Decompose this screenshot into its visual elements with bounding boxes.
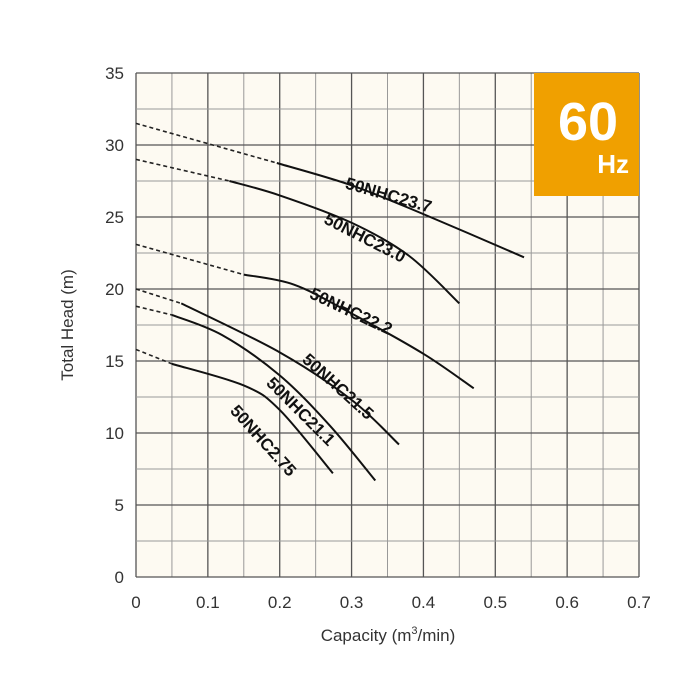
y-tick-label: 15 — [105, 352, 124, 371]
curve-line — [229, 180, 461, 305]
x-tick-label: 0.6 — [555, 593, 579, 612]
y-tick-label: 20 — [105, 280, 124, 299]
x-tick-label: 0 — [131, 593, 140, 612]
badge-value: 60 — [558, 92, 618, 152]
curve-line — [243, 273, 475, 390]
y-tick-label: 30 — [105, 136, 124, 155]
x-tick-label: 0.5 — [483, 593, 507, 612]
badge-background — [534, 73, 639, 196]
y-tick-label: 0 — [115, 568, 124, 587]
x-tick-label: 0.3 — [340, 593, 364, 612]
x-tick-label: 0.7 — [627, 593, 651, 612]
x-tick-label: 0.1 — [196, 593, 220, 612]
x-tick-label: 0.2 — [268, 593, 292, 612]
curve-extrapolated-dashed — [135, 122, 278, 164]
curve-line — [180, 302, 400, 446]
curve-line — [171, 362, 334, 474]
badge-unit: Hz — [597, 149, 629, 179]
tick-labels: 0 0.1 0.2 0.3 0.4 0.5 0.6 0.7 0 5 10 15 20 25 30 35 — [105, 64, 651, 612]
y-tick-label: 25 — [105, 208, 124, 227]
y-tick-label: 35 — [105, 64, 124, 83]
x-tick-label: 0.4 — [412, 593, 436, 612]
curve-extrapolated-dashed — [135, 348, 173, 365]
grid — [135, 72, 640, 578]
y-axis-label: Total Head (m) — [58, 269, 77, 380]
curve-line — [276, 162, 525, 259]
y-tick-label: 10 — [105, 424, 124, 443]
curve-extrapolated-dashed — [135, 243, 245, 276]
curve-extrapolated-dashed — [135, 305, 173, 316]
curve-extrapolated-dashed — [135, 288, 182, 305]
y-tick-label: 5 — [115, 496, 124, 515]
x-axis-label: Capacity (m3/min) — [321, 625, 456, 645]
frequency-badge: 60 Hz — [534, 73, 639, 196]
curve-line — [171, 313, 377, 482]
